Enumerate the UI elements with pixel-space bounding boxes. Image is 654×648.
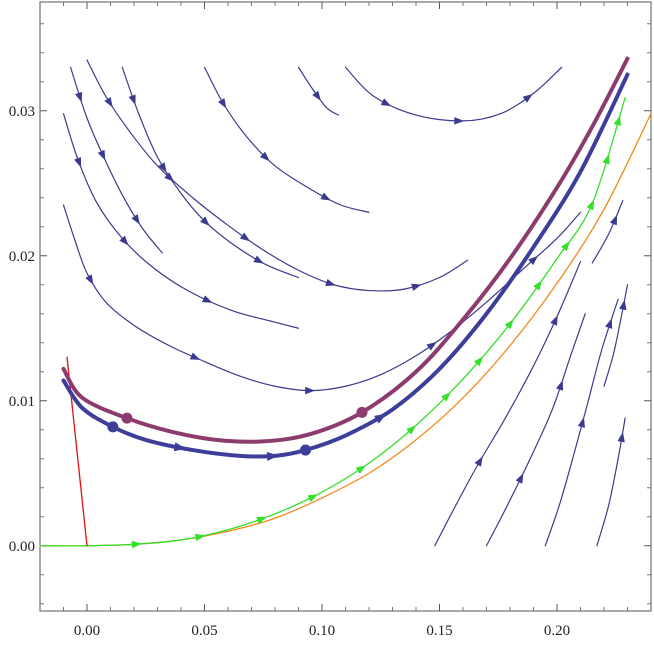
flow-arrow	[613, 115, 621, 126]
flow-arrow	[119, 235, 129, 246]
flow-arrow	[504, 319, 514, 330]
flow-line	[69, 66, 163, 254]
flow-arrow	[454, 117, 465, 125]
thick-blue-curve	[61, 72, 630, 459]
orange-curve	[39, 113, 652, 547]
flow-arrow	[406, 425, 417, 435]
flow-arrow	[355, 465, 367, 474]
point-marker	[356, 406, 368, 418]
x-tick-label: 0.05	[191, 623, 217, 639]
flow-arrow	[474, 456, 483, 467]
flow-line	[297, 66, 340, 116]
flow-arrow	[533, 280, 543, 291]
x-tick-label: 0.00	[74, 623, 100, 639]
green-curve	[39, 97, 626, 547]
flow-arrow	[602, 153, 610, 165]
flow-arrow	[85, 274, 94, 285]
red-line	[66, 356, 88, 547]
flow-arrow	[239, 232, 251, 242]
flow-line	[603, 284, 629, 387]
flow-arrow	[217, 98, 227, 109]
flow-arrow	[586, 199, 594, 211]
flow-arrow	[555, 380, 564, 391]
flow-arrow	[411, 283, 422, 292]
x-tick-label: 0.20	[544, 623, 570, 639]
flow-arrow	[325, 278, 336, 287]
point-marker	[300, 444, 312, 456]
flow-line	[203, 66, 370, 213]
y-tick-label: 0.01	[9, 394, 35, 410]
flow-arrow	[201, 295, 213, 303]
flow-arrow	[305, 386, 316, 395]
flow-arrow	[266, 451, 279, 461]
flow-arrow	[253, 255, 264, 264]
thick-purple-curve	[61, 56, 630, 444]
flow-arrow	[426, 341, 437, 351]
arrow-layer	[73, 90, 627, 549]
flow-arrow	[560, 241, 570, 252]
y-tick-label: 0.03	[9, 104, 35, 120]
flow-arrow	[380, 98, 392, 107]
curve-layer	[39, 56, 652, 547]
flow-arrow	[131, 214, 140, 225]
flow-arrow	[164, 172, 175, 182]
y-tick-label: 0.02	[9, 249, 35, 265]
flow-line	[62, 204, 582, 392]
flow-line	[344, 66, 563, 122]
flow-arrow	[256, 516, 267, 525]
flow-arrow	[158, 162, 167, 173]
flow-arrow	[473, 356, 484, 367]
flow-arrow	[528, 255, 539, 266]
flow-arrow	[320, 192, 331, 201]
flow-arrow	[74, 91, 83, 103]
flow-arrow	[173, 442, 187, 452]
flow-arrow	[312, 90, 321, 101]
flow-arrow	[522, 93, 533, 103]
flow-line	[86, 59, 469, 292]
y-tick-label: 0.00	[9, 539, 35, 555]
flow-arrow	[609, 214, 618, 226]
flow-line	[485, 313, 586, 547]
x-tick-label: 0.10	[309, 623, 335, 639]
flow-arrow	[131, 540, 142, 549]
flow-arrow	[97, 149, 106, 161]
flow-line	[121, 66, 300, 279]
point-marker	[121, 412, 133, 424]
flow-arrow	[374, 413, 387, 424]
flow-arrow	[199, 216, 210, 227]
tick-layer: 0.00 0.05 0.10 0.15 0.20 0.00 0.01 0.02 0.03	[9, 2, 651, 639]
flow-arrow	[104, 96, 113, 108]
flow-line	[62, 113, 300, 329]
flow-arrow	[441, 391, 451, 402]
x-tick-label: 0.15	[426, 623, 452, 639]
flow-arrow	[550, 315, 558, 326]
point-marker	[107, 421, 119, 433]
flow-arrow	[577, 417, 585, 428]
flow-arrow	[73, 156, 82, 168]
flow-arrow	[307, 494, 319, 503]
flow-arrow	[189, 352, 201, 360]
flow-arrow	[617, 431, 625, 443]
flow-arrow	[259, 151, 270, 162]
flow-arrow	[605, 318, 613, 329]
marker-layer	[107, 406, 368, 456]
flow-line	[544, 298, 619, 547]
flow-arrow	[619, 299, 627, 311]
flow-arrow	[515, 473, 524, 484]
flow-arrow	[128, 94, 136, 106]
flow-arrow	[194, 533, 206, 542]
flow-line	[591, 200, 624, 264]
